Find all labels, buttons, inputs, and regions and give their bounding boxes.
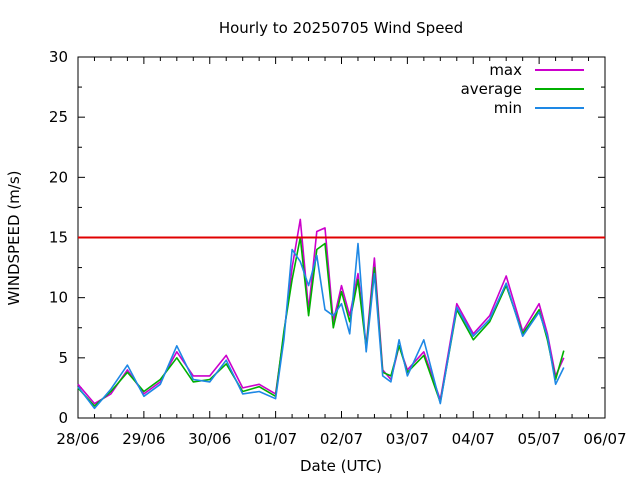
x-tick-label: 30/06 xyxy=(188,430,231,448)
x-tick-label: 02/07 xyxy=(320,430,363,448)
legend-label-average: average xyxy=(461,80,522,98)
x-tick-label: 01/07 xyxy=(254,430,297,448)
x-tick-label: 06/07 xyxy=(583,430,626,448)
y-tick-label: 5 xyxy=(58,349,68,367)
x-axis: 28/06 29/06 30/06 01/07 02/07 03/07 04/07 05/07… xyxy=(56,57,627,448)
y-tick-label: 0 xyxy=(58,409,68,427)
y-tick-label: 20 xyxy=(49,168,68,186)
y-axis: 0 5 10 15 20 25 30 xyxy=(49,48,605,427)
x-axis-label: Date (UTC) xyxy=(300,457,382,475)
y-tick-label: 10 xyxy=(49,289,68,307)
x-tick-label: 03/07 xyxy=(386,430,429,448)
legend-label-max: max xyxy=(489,61,522,79)
x-tick-label: 04/07 xyxy=(452,430,495,448)
series-line-min xyxy=(77,242,565,410)
y-tick-label: 25 xyxy=(49,108,68,126)
series-line-average xyxy=(77,236,565,407)
y-axis-label: WINDSPEED (m/s) xyxy=(5,170,23,305)
series-lines xyxy=(77,218,565,410)
x-tick-label: 05/07 xyxy=(518,430,561,448)
x-tick-label: 29/06 xyxy=(122,430,165,448)
y-tick-label: 15 xyxy=(49,229,68,247)
chart-title: Hourly to 20250705 Wind Speed xyxy=(219,19,463,37)
legend-label-min: min xyxy=(494,99,522,117)
y-tick-label: 30 xyxy=(49,48,68,66)
x-tick-label: 28/06 xyxy=(56,430,99,448)
